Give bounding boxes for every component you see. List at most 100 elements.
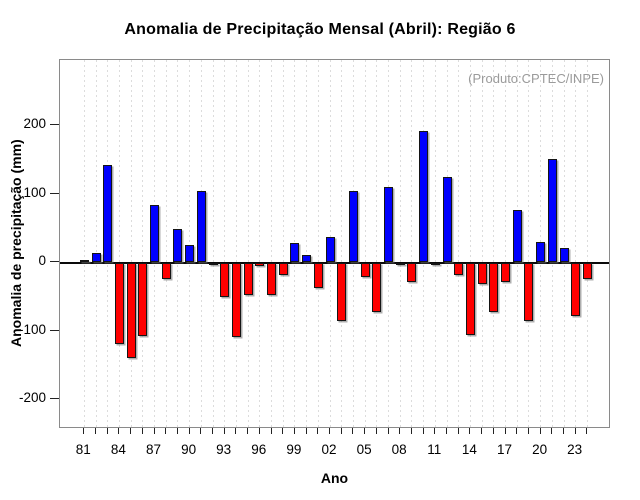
x-tick-label-2014: 14	[461, 442, 477, 457]
x-tick	[106, 428, 108, 434]
bar-1994	[231, 263, 241, 337]
x-tick	[563, 428, 564, 434]
x-tick	[434, 428, 436, 434]
x-tick	[247, 428, 249, 434]
bar-1992	[208, 263, 218, 265]
bar-2012	[442, 177, 452, 262]
x-tick	[422, 428, 424, 434]
x-tick-label-1981: 81	[75, 442, 91, 457]
bar-1991	[196, 191, 206, 262]
x-tick-label-2017: 17	[496, 442, 513, 457]
x-tick	[212, 428, 213, 434]
x-tick	[399, 428, 401, 434]
x-tick	[83, 428, 85, 434]
year-gridline	[95, 60, 97, 427]
bar-1981	[79, 259, 89, 262]
x-tick-label-2011: 11	[427, 442, 442, 457]
year-gridline	[118, 60, 120, 427]
year-gridline	[458, 60, 460, 427]
bar-2011	[430, 263, 440, 266]
zero-axis-line	[60, 262, 609, 264]
x-tick	[551, 428, 553, 434]
bar-2019	[524, 263, 534, 321]
bar-2003	[337, 263, 347, 322]
bar-1982	[91, 253, 101, 262]
bar-1999	[290, 242, 300, 262]
x-tick	[235, 428, 237, 434]
x-tick	[516, 428, 518, 434]
bar-2006	[372, 263, 382, 313]
x-tick-label-1996: 96	[251, 442, 267, 457]
x-tick	[340, 428, 342, 434]
year-gridline	[306, 60, 308, 427]
year-gridline	[505, 60, 506, 427]
x-tick	[317, 428, 319, 434]
x-tick-label-2002: 02	[321, 442, 337, 457]
bar-2010	[419, 131, 429, 262]
y-tick	[50, 261, 59, 262]
year-gridline	[235, 60, 237, 427]
x-tick	[504, 428, 506, 434]
x-tick	[223, 428, 225, 434]
bar-2008	[395, 263, 405, 266]
year-gridline	[212, 60, 214, 427]
bar-1996	[255, 263, 265, 266]
x-tick	[176, 428, 178, 434]
bar-1989	[173, 229, 183, 262]
bar-2000	[302, 255, 312, 262]
year-gridline	[376, 60, 378, 427]
x-tick	[481, 428, 483, 434]
y-tick	[50, 329, 59, 331]
bar-1990	[185, 244, 195, 262]
y-axis-title: Anomalia de precipitação (mm)	[8, 139, 24, 348]
x-tick	[574, 428, 576, 434]
year-gridline	[83, 60, 85, 427]
x-tick	[352, 428, 354, 434]
x-tick	[282, 428, 284, 434]
year-gridline	[259, 60, 261, 427]
x-tick	[118, 428, 120, 434]
bar-2004	[348, 190, 358, 262]
bar-2017	[501, 263, 510, 283]
x-tick	[387, 428, 389, 434]
y-tick-label--200: -200	[18, 390, 46, 405]
x-tick-label-2023: 23	[567, 442, 583, 457]
year-gridline	[575, 60, 577, 427]
year-gridline	[165, 60, 167, 427]
x-tick	[305, 428, 307, 434]
bar-2014	[465, 263, 475, 335]
year-gridline	[586, 60, 588, 427]
x-tick	[375, 428, 377, 434]
year-gridline	[282, 60, 284, 427]
bar-2007	[384, 186, 393, 262]
year-gridline	[434, 60, 436, 427]
year-gridline	[364, 60, 366, 427]
x-tick	[364, 428, 366, 434]
bar-1988	[161, 263, 171, 280]
x-tick-label-2005: 05	[356, 442, 372, 457]
bar-2013	[454, 263, 464, 276]
x-tick	[141, 428, 143, 434]
x-tick-label-2008: 08	[391, 442, 407, 457]
year-gridline	[189, 60, 191, 427]
bar-1984	[114, 263, 124, 344]
year-gridline	[317, 60, 319, 427]
bar-2001	[313, 263, 323, 289]
x-tick	[539, 428, 541, 434]
year-gridline	[528, 60, 530, 427]
year-gridline	[130, 60, 132, 427]
year-gridline	[481, 60, 483, 427]
x-tick	[492, 428, 494, 434]
bar-2018	[512, 209, 522, 262]
x-tick-label-1987: 87	[145, 442, 162, 457]
bar-2024	[582, 263, 592, 280]
x-tick	[258, 428, 260, 434]
bar-2009	[407, 263, 417, 283]
x-tick-label-1984: 84	[110, 442, 126, 457]
bar-1985	[126, 263, 136, 358]
x-tick	[469, 428, 471, 434]
y-tick	[50, 124, 59, 125]
year-gridline	[411, 60, 413, 427]
x-tick-label-2020: 20	[532, 442, 548, 457]
